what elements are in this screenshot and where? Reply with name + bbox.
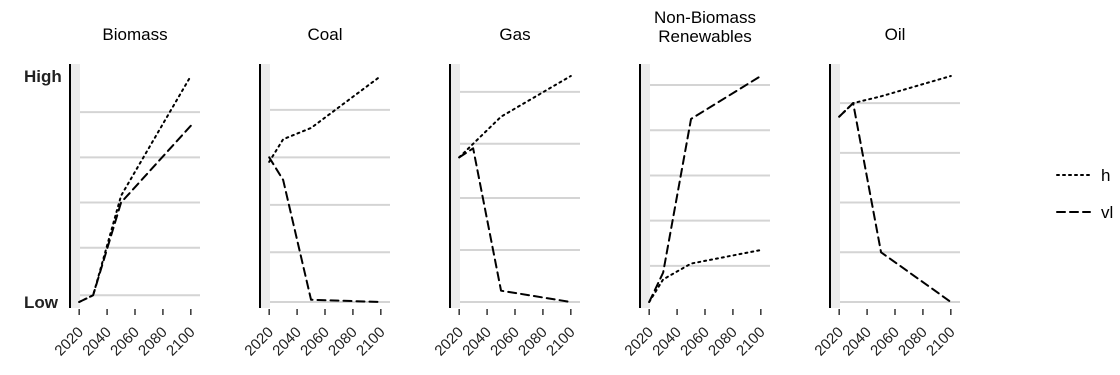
- series-line-h: [838, 75, 952, 118]
- panel-title: Biomass: [102, 25, 167, 44]
- series-line-vl: [648, 75, 762, 303]
- series-line-vl: [268, 156, 382, 303]
- shaded-start-band: [451, 64, 460, 308]
- x-tick-label: 2080: [705, 324, 741, 360]
- x-tick-label: 2100: [543, 324, 579, 360]
- series-line-h: [268, 75, 382, 163]
- panel-non-biomass-renewables: Non-Biomass Renewables 2020204020602080210…: [621, 8, 770, 359]
- panel-title-line: Oil: [885, 25, 906, 44]
- x-tick-label: 2020: [51, 324, 87, 360]
- shaded-start-band: [261, 64, 270, 308]
- panel-title-line: Renewables: [658, 27, 752, 46]
- x-tick-label: 2080: [895, 324, 931, 360]
- x-tick-label: 2060: [107, 324, 143, 360]
- legend-label-vl: vl: [1101, 203, 1113, 222]
- panel-title-line: Biomass: [102, 25, 167, 44]
- legend: h vl: [1056, 166, 1113, 222]
- series-line-h: [458, 75, 572, 159]
- series-line-vl: [78, 124, 192, 303]
- y-tick-label-low: Low: [24, 293, 59, 312]
- shaded-start-band: [641, 64, 650, 308]
- x-tick-label: 2040: [269, 324, 305, 360]
- panel-title-line: Non-Biomass: [654, 8, 756, 27]
- x-tick-label: 2040: [649, 324, 685, 360]
- legend-label-h: h: [1101, 166, 1110, 185]
- x-tick-label: 2060: [487, 324, 523, 360]
- x-tick-label: 2100: [923, 324, 959, 360]
- x-tick-label: 2040: [79, 324, 115, 360]
- x-tick-label: 2060: [677, 324, 713, 360]
- x-tick-label: 2020: [431, 324, 467, 360]
- panel-title: Gas: [499, 25, 530, 44]
- series-line-h: [78, 75, 192, 303]
- x-tick-label: 2040: [839, 324, 875, 360]
- x-tick-label: 2020: [241, 324, 277, 360]
- x-tick-label: 2080: [325, 324, 361, 360]
- shaded-start-band: [71, 64, 80, 308]
- x-tick-label: 2040: [459, 324, 495, 360]
- y-tick-label-high: High: [24, 67, 62, 86]
- shaded-start-band: [831, 64, 840, 308]
- series-line-h: [648, 249, 762, 303]
- panel-title: Coal: [308, 25, 343, 44]
- panel-title: Non-Biomass Renewables: [654, 8, 756, 46]
- x-tick-label: 2100: [353, 324, 389, 360]
- x-tick-label: 2020: [811, 324, 847, 360]
- x-tick-label: 2080: [135, 324, 171, 360]
- x-tick-label: 2100: [733, 324, 769, 360]
- panels: Biomass20202040206020802100LowHighCoal20…: [24, 8, 960, 359]
- x-tick-label: 2060: [297, 324, 333, 360]
- x-tick-label: 2020: [621, 324, 657, 360]
- panel-title-line: Gas: [499, 25, 530, 44]
- series-line-vl: [458, 147, 572, 303]
- x-tick-label: 2080: [515, 324, 551, 360]
- panel-title: Oil: [885, 25, 906, 44]
- x-tick-label: 2060: [867, 324, 903, 360]
- series-line-vl: [838, 102, 952, 303]
- panel-title-line: Coal: [308, 25, 343, 44]
- x-tick-label: 2100: [163, 324, 199, 360]
